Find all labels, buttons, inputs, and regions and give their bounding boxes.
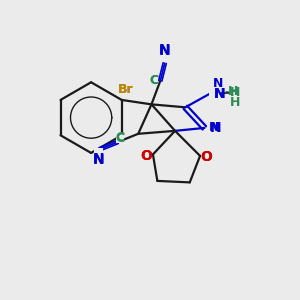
Text: Br: Br	[118, 83, 134, 96]
Text: N: N	[93, 152, 104, 166]
Text: N: N	[209, 122, 219, 134]
Text: N: N	[213, 77, 224, 90]
Text: O: O	[140, 149, 152, 163]
Text: H: H	[228, 85, 238, 98]
FancyBboxPatch shape	[116, 134, 124, 142]
FancyBboxPatch shape	[202, 153, 211, 161]
Text: O: O	[201, 150, 212, 164]
FancyBboxPatch shape	[142, 152, 151, 160]
Text: H: H	[230, 86, 241, 99]
FancyBboxPatch shape	[150, 77, 158, 85]
FancyBboxPatch shape	[94, 148, 103, 156]
Text: -: -	[224, 85, 229, 98]
FancyBboxPatch shape	[209, 90, 218, 98]
Text: N: N	[159, 43, 170, 57]
FancyBboxPatch shape	[119, 85, 134, 94]
Text: C: C	[149, 74, 158, 87]
Text: H: H	[230, 96, 241, 110]
Text: N: N	[159, 44, 170, 58]
Text: Br: Br	[118, 83, 134, 96]
Text: C: C	[116, 131, 124, 144]
Text: C: C	[149, 74, 158, 87]
Text: N: N	[213, 87, 225, 101]
Text: O: O	[140, 149, 152, 163]
Text: O: O	[201, 150, 212, 164]
Text: N: N	[213, 87, 225, 101]
Text: N: N	[210, 121, 221, 135]
FancyBboxPatch shape	[207, 124, 215, 132]
Text: C: C	[116, 132, 124, 145]
Text: N: N	[93, 153, 104, 166]
FancyBboxPatch shape	[160, 54, 169, 62]
